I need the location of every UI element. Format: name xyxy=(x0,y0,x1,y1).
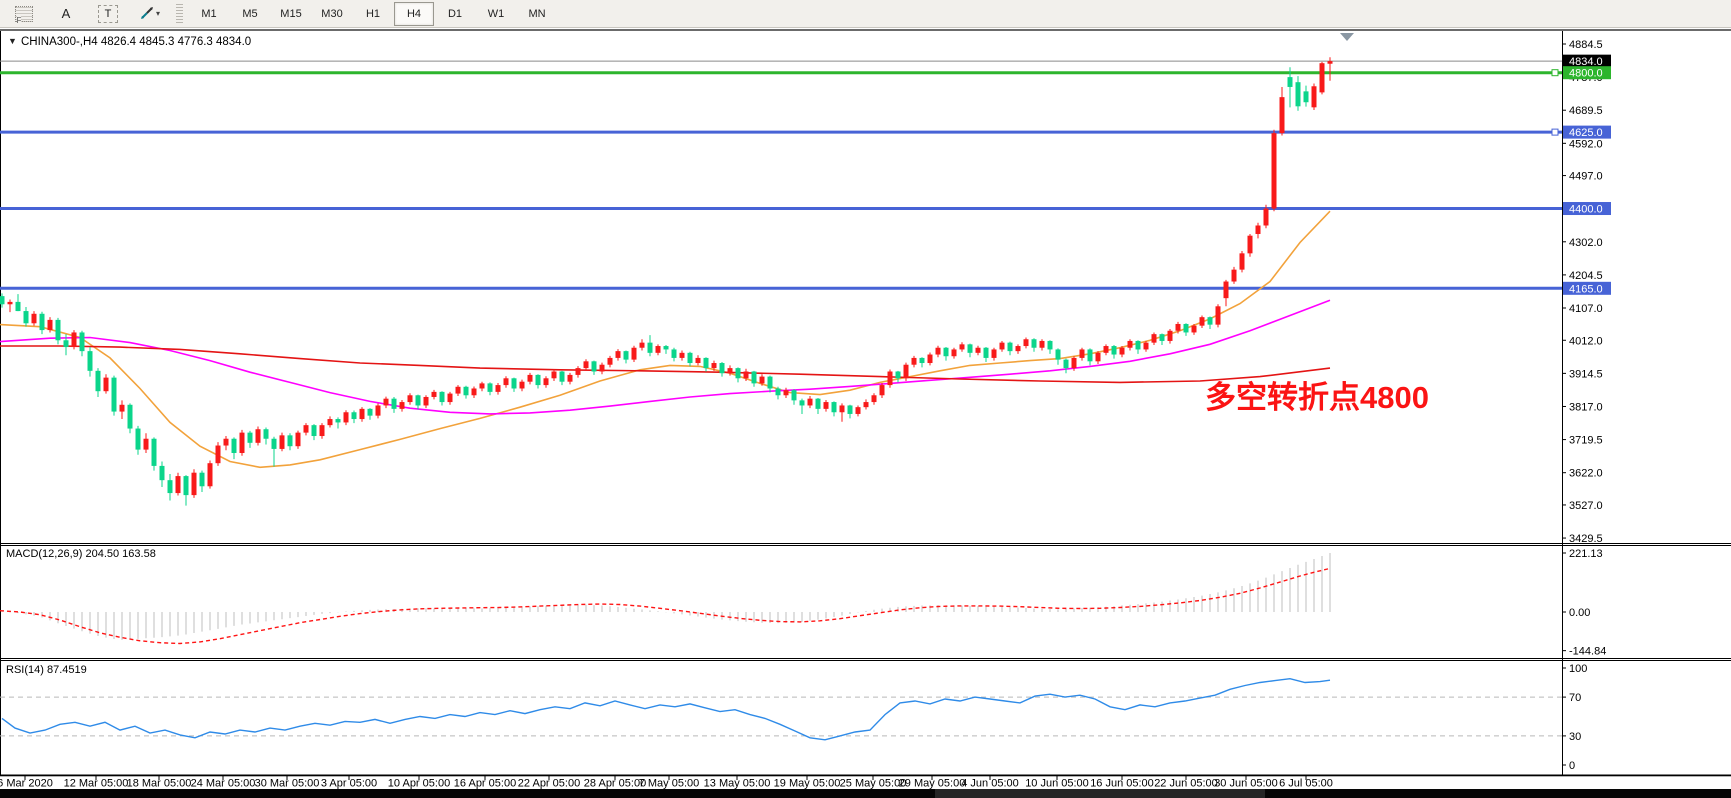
svg-text:22 Jun 05:00: 22 Jun 05:00 xyxy=(1154,778,1218,790)
svg-text:19 May 05:00: 19 May 05:00 xyxy=(774,778,841,790)
svg-text:6 Jul 05:00: 6 Jul 05:00 xyxy=(1279,778,1333,790)
svg-text:4204.5: 4204.5 xyxy=(1569,270,1603,282)
pointer-tools-button[interactable]: ▾ xyxy=(130,2,170,26)
chart-annotation-text[interactable]: 多空转折点4800 xyxy=(1205,380,1429,415)
svg-text:4302.0: 4302.0 xyxy=(1569,237,1603,249)
rsi-line xyxy=(1,677,1331,741)
svg-text:22 Apr 05:00: 22 Apr 05:00 xyxy=(518,778,580,790)
svg-text:0.00: 0.00 xyxy=(1569,607,1590,619)
price-axis: 4884.54787.04689.54592.04497.04302.04204… xyxy=(1562,39,1611,545)
macd-pane: MACD(12,26,9) 204.50 163.58 221.13 0.00 -14… xyxy=(0,548,1606,658)
svg-text:4107.0: 4107.0 xyxy=(1569,303,1603,315)
svg-text:3914.5: 3914.5 xyxy=(1569,368,1603,380)
svg-text:25 May 05:00: 25 May 05:00 xyxy=(840,778,907,790)
svg-text:10 Apr 05:00: 10 Apr 05:00 xyxy=(388,778,450,790)
timeframe-button-h1[interactable]: H1 xyxy=(365,7,381,20)
svg-text:3817.0: 3817.0 xyxy=(1569,401,1603,413)
macd-signal-line xyxy=(0,567,1331,645)
svg-text:4625.0: 4625.0 xyxy=(1569,127,1603,139)
price-badge-4834.0 xyxy=(1563,54,1611,68)
candlesticks xyxy=(0,57,1333,506)
svg-text:70: 70 xyxy=(1569,692,1581,704)
svg-text:3622.0: 3622.0 xyxy=(1569,468,1603,480)
symbol-quote-text: CHINA300-,H4 4826.4 4845.3 4776.3 4834.0 xyxy=(21,36,251,48)
svg-text:30 Mar 05:00: 30 Mar 05:00 xyxy=(255,778,320,790)
svg-text:3 Apr 05:00: 3 Apr 05:00 xyxy=(321,778,377,790)
svg-text:30 Jun 05:00: 30 Jun 05:00 xyxy=(1214,778,1278,790)
data-window-button[interactable]: F xyxy=(4,2,44,26)
svg-text:10 Jun 05:00: 10 Jun 05:00 xyxy=(1025,778,1089,790)
svg-text:4834.0: 4834.0 xyxy=(1569,56,1603,68)
svg-text:4592.0: 4592.0 xyxy=(1569,138,1603,150)
timeframe-button-m30[interactable]: M30 xyxy=(321,7,343,20)
price-badge-4800.0 xyxy=(1563,66,1611,80)
timeframe-button-m1[interactable]: M1 xyxy=(201,7,217,20)
ma-fast-orange xyxy=(0,210,1331,469)
price-badge-4165.0 xyxy=(1563,281,1611,295)
timeframe-button-m15[interactable]: M15 xyxy=(280,7,302,20)
timeframe-button-h4[interactable]: H4 xyxy=(394,1,434,26)
svg-text:4497.0: 4497.0 xyxy=(1569,171,1603,183)
macd-label: MACD(12,26,9) 204.50 163.58 xyxy=(6,548,156,560)
horizontal-level-lines xyxy=(0,69,1562,290)
svg-text:18 Mar 05:00: 18 Mar 05:00 xyxy=(127,778,192,790)
svg-text:30: 30 xyxy=(1569,731,1581,743)
grid-f-icon: F xyxy=(14,5,33,25)
svg-text:100: 100 xyxy=(1569,663,1587,675)
timeframe-button-mn[interactable]: MN xyxy=(528,7,546,20)
svg-text:4884.5: 4884.5 xyxy=(1569,39,1603,51)
line-handle-icon[interactable] xyxy=(1551,128,1559,136)
rsi-pane: RSI(14) 87.4519 100 70 30 0 xyxy=(0,663,1587,772)
shift-marker-icon[interactable] xyxy=(1340,33,1354,41)
toolbar: F A T ▾ M1 M5 M15 M30 H1 H4 D1 W1 MN xyxy=(0,0,1731,28)
arrows-icon xyxy=(140,7,153,19)
svg-text:24 Mar 05:00: 24 Mar 05:00 xyxy=(191,778,256,790)
svg-text:-144.84: -144.84 xyxy=(1569,646,1606,658)
svg-text:13 May 05:00: 13 May 05:00 xyxy=(704,778,771,790)
svg-text:28 Apr 05:00: 28 Apr 05:00 xyxy=(584,778,646,790)
chevron-down-icon: ▾ xyxy=(155,9,160,18)
svg-text:16 Jun 05:00: 16 Jun 05:00 xyxy=(1090,778,1154,790)
svg-text:4400.0: 4400.0 xyxy=(1569,204,1603,216)
price-badge-4625.0 xyxy=(1563,125,1611,139)
svg-text:7 May 05:00: 7 May 05:00 xyxy=(639,778,700,790)
svg-text:12 Mar 05:00: 12 Mar 05:00 xyxy=(64,778,129,790)
chart-title: ▼ CHINA300-,H4 4826.4 4845.3 4776.3 4834.… xyxy=(8,36,251,48)
line-handle-icon[interactable] xyxy=(1551,69,1559,77)
svg-text:4689.5: 4689.5 xyxy=(1569,105,1603,117)
svg-text:3719.5: 3719.5 xyxy=(1569,435,1603,447)
svg-text:3527.0: 3527.0 xyxy=(1569,500,1603,512)
rsi-label: RSI(14) 87.4519 xyxy=(6,664,87,676)
bottom-bar xyxy=(0,789,1731,798)
timeframe-button-d1[interactable]: D1 xyxy=(447,7,463,20)
svg-text:4165.0: 4165.0 xyxy=(1569,283,1603,295)
price-badge-4400.0 xyxy=(1563,202,1611,216)
pane-frame xyxy=(0,29,1731,777)
svg-text:4012.0: 4012.0 xyxy=(1569,335,1603,347)
text-label-tool-button[interactable]: T xyxy=(88,2,128,26)
toolbar-separator-grip[interactable] xyxy=(176,3,183,24)
letter-a-icon: A xyxy=(61,6,71,21)
svg-text:6 Mar 2020: 6 Mar 2020 xyxy=(0,778,53,790)
svg-text:3429.5: 3429.5 xyxy=(1569,533,1603,545)
svg-text:221.13: 221.13 xyxy=(1569,548,1603,560)
timeframe-button-m5[interactable]: M5 xyxy=(242,7,258,20)
insert-text-button[interactable]: A xyxy=(46,2,86,26)
letter-t-icon: T xyxy=(98,4,118,23)
svg-text:29 May 05:00: 29 May 05:00 xyxy=(899,778,966,790)
svg-text:16 Apr 05:00: 16 Apr 05:00 xyxy=(454,778,516,790)
timeframe-button-group: M1 M5 M15 M30 H1 H4 D1 W1 MN xyxy=(189,1,557,26)
timeframe-button-w1[interactable]: W1 xyxy=(487,7,505,20)
svg-text:4800.0: 4800.0 xyxy=(1569,68,1603,80)
svg-text:4 Jun 05:00: 4 Jun 05:00 xyxy=(961,778,1019,790)
collapse-icon[interactable]: ▼ xyxy=(8,36,17,46)
svg-text:0: 0 xyxy=(1569,760,1575,772)
ma-mid-magenta xyxy=(0,299,1331,415)
